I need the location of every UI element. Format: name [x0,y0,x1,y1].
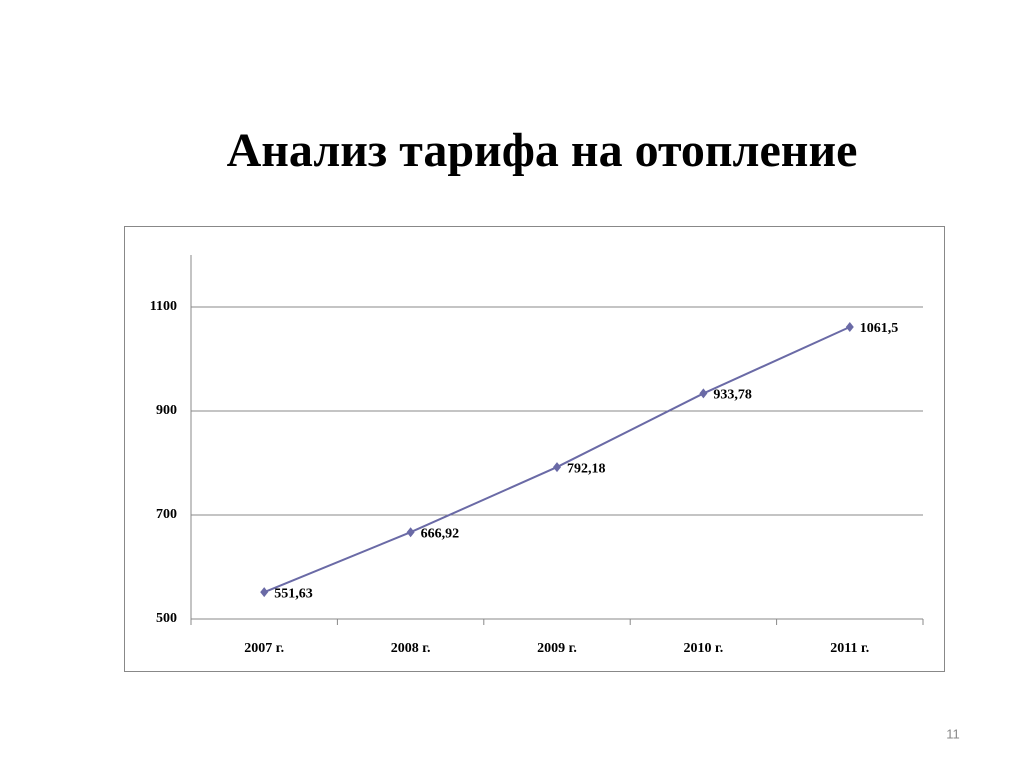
data-label: 666,92 [421,526,460,541]
x-tick-label: 2009 г. [537,641,577,656]
x-tick-label: 2007 г. [244,641,284,656]
data-point [845,322,854,333]
y-tick-label: 1100 [150,299,177,314]
x-tick-label: 2010 г. [684,641,724,656]
data-label: 551,63 [274,586,313,601]
x-tick-label: 2008 г. [391,641,431,656]
y-tick-label: 700 [156,507,177,522]
data-label: 1061,5 [860,321,899,336]
data-point [553,462,561,473]
x-tick-label: 2011 г. [830,641,869,656]
page-number: 11 [946,726,960,741]
y-tick-label: 900 [156,403,177,418]
data-label: 792,18 [567,461,606,476]
slide-title: Анализ тарифа на отопление [227,124,858,177]
data-label: 933,78 [713,388,752,403]
data-point [260,587,269,598]
data-point [699,388,708,399]
chart-frame [124,226,945,672]
data-point [406,527,415,538]
y-tick-label: 500 [156,611,177,626]
